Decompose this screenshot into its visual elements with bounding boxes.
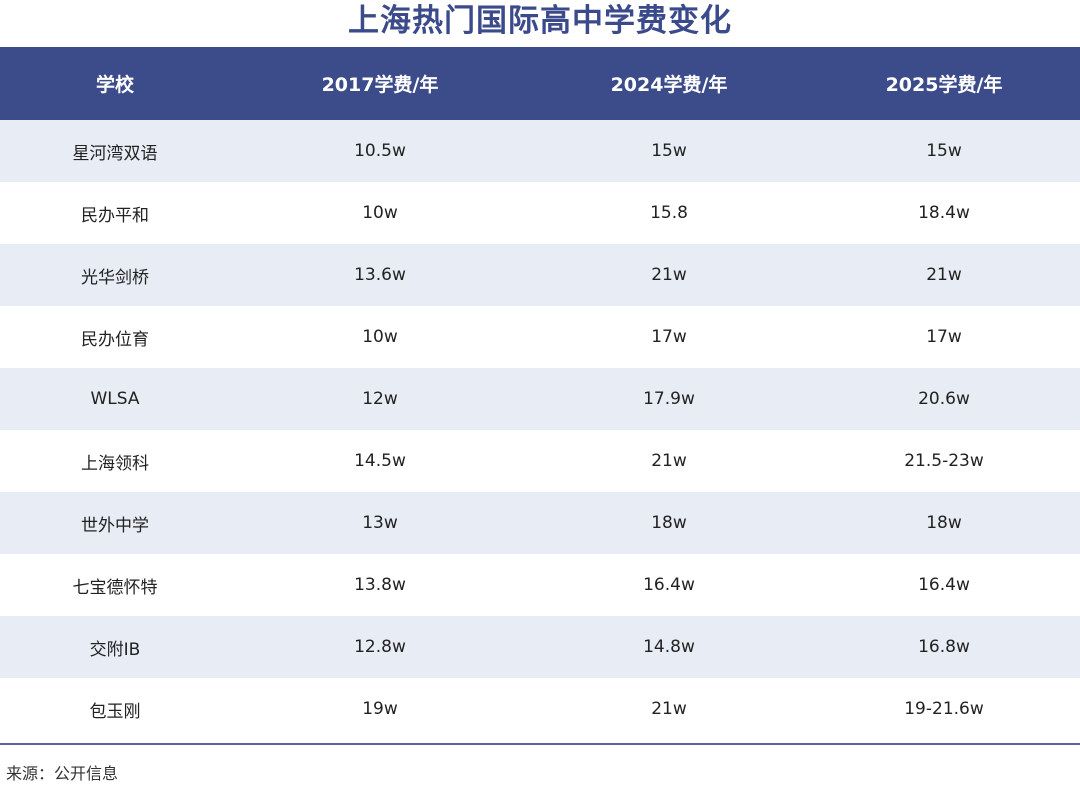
column-header: 2025学费/年 (808, 47, 1080, 120)
school-name-cell: 七宝德怀特 (72, 577, 158, 598)
table-row: 七宝德怀特 13.8w 16.4w 16.4w (0, 554, 1080, 616)
source-note: 来源：公开信息 (6, 764, 119, 783)
tuition-cell: 13.8w (354, 575, 406, 595)
column-header: 学校 (0, 47, 230, 120)
tuition-cell: 13w (230, 492, 530, 554)
tuition-cell: 16.4w (643, 575, 695, 595)
school-name-cell: 光华剑桥 (0, 244, 230, 306)
tuition-cell: 17w (651, 327, 687, 347)
header-row: 学校 2017学费/年 2024学费/年 2025学费/年 (0, 47, 1080, 120)
table-row: 包玉刚 19w 21w 19-21.6w (0, 678, 1080, 740)
school-name-cell: 交附IB (0, 616, 230, 678)
school-name-cell: 上海领科 (81, 453, 149, 474)
bottom-rule (0, 743, 1080, 745)
tuition-cell: 18w (808, 492, 1080, 554)
tuition-cell: 21w (808, 244, 1080, 306)
tuition-cell: 10.5w (230, 120, 530, 182)
school-name-cell: 民办平和 (81, 205, 149, 226)
tuition-cell: 21w (651, 451, 687, 471)
school-name-cell: 包玉刚 (89, 701, 141, 722)
table-row: 上海领科 14.5w 21w 21.5-23w (0, 430, 1080, 492)
school-name-cell: 世外中学 (0, 492, 230, 554)
tuition-table: 学校 2017学费/年 2024学费/年 2025学费/年 星河湾双语 10.5w 15w… (0, 47, 1080, 740)
tuition-cell: 19w (362, 699, 398, 719)
chart-title: 上海热门国际高中学费变化 (348, 3, 732, 39)
tuition-cell: 15w (530, 120, 808, 182)
school-name-cell: WLSA (0, 368, 230, 430)
tuition-cell: 13.6w (230, 244, 530, 306)
tuition-cell: 12w (230, 368, 530, 430)
table-row: 光华剑桥 13.6w 21w 21w (0, 244, 1080, 306)
tuition-cell: 14.8w (530, 616, 808, 678)
tuition-cell: 18w (530, 492, 808, 554)
column-header: 2017学费/年 (230, 47, 530, 120)
tuition-cell: 18.4w (918, 203, 970, 223)
tuition-cell: 21w (530, 244, 808, 306)
school-name-cell: 星河湾双语 (0, 120, 230, 182)
tuition-cell: 20.6w (808, 368, 1080, 430)
tuition-cell: 19-21.6w (904, 699, 984, 719)
table-row: WLSA 12w 17.9w 20.6w (0, 368, 1080, 430)
table-row: 民办位育 10w 17w 17w (0, 306, 1080, 368)
tuition-cell: 21w (651, 699, 687, 719)
tuition-cell: 17.9w (530, 368, 808, 430)
table-row: 交附IB 12.8w 14.8w 16.8w (0, 616, 1080, 678)
tuition-cell: 15.8 (650, 203, 688, 223)
tuition-cell: 12.8w (230, 616, 530, 678)
column-header: 2024学费/年 (530, 47, 808, 120)
tuition-cell: 21.5-23w (904, 451, 984, 471)
tuition-cell: 10w (362, 203, 398, 223)
tuition-cell: 14.5w (354, 451, 406, 471)
table-row: 世外中学 13w 18w 18w (0, 492, 1080, 554)
school-name-cell: 民办位育 (81, 329, 149, 350)
table-row: 星河湾双语 10.5w 15w 15w (0, 120, 1080, 182)
table-row: 民办平和 10w 15.8 18.4w (0, 182, 1080, 244)
tuition-cell: 15w (808, 120, 1080, 182)
tuition-cell: 17w (926, 327, 962, 347)
tuition-cell: 10w (362, 327, 398, 347)
tuition-cell: 16.8w (808, 616, 1080, 678)
tuition-cell: 16.4w (918, 575, 970, 595)
